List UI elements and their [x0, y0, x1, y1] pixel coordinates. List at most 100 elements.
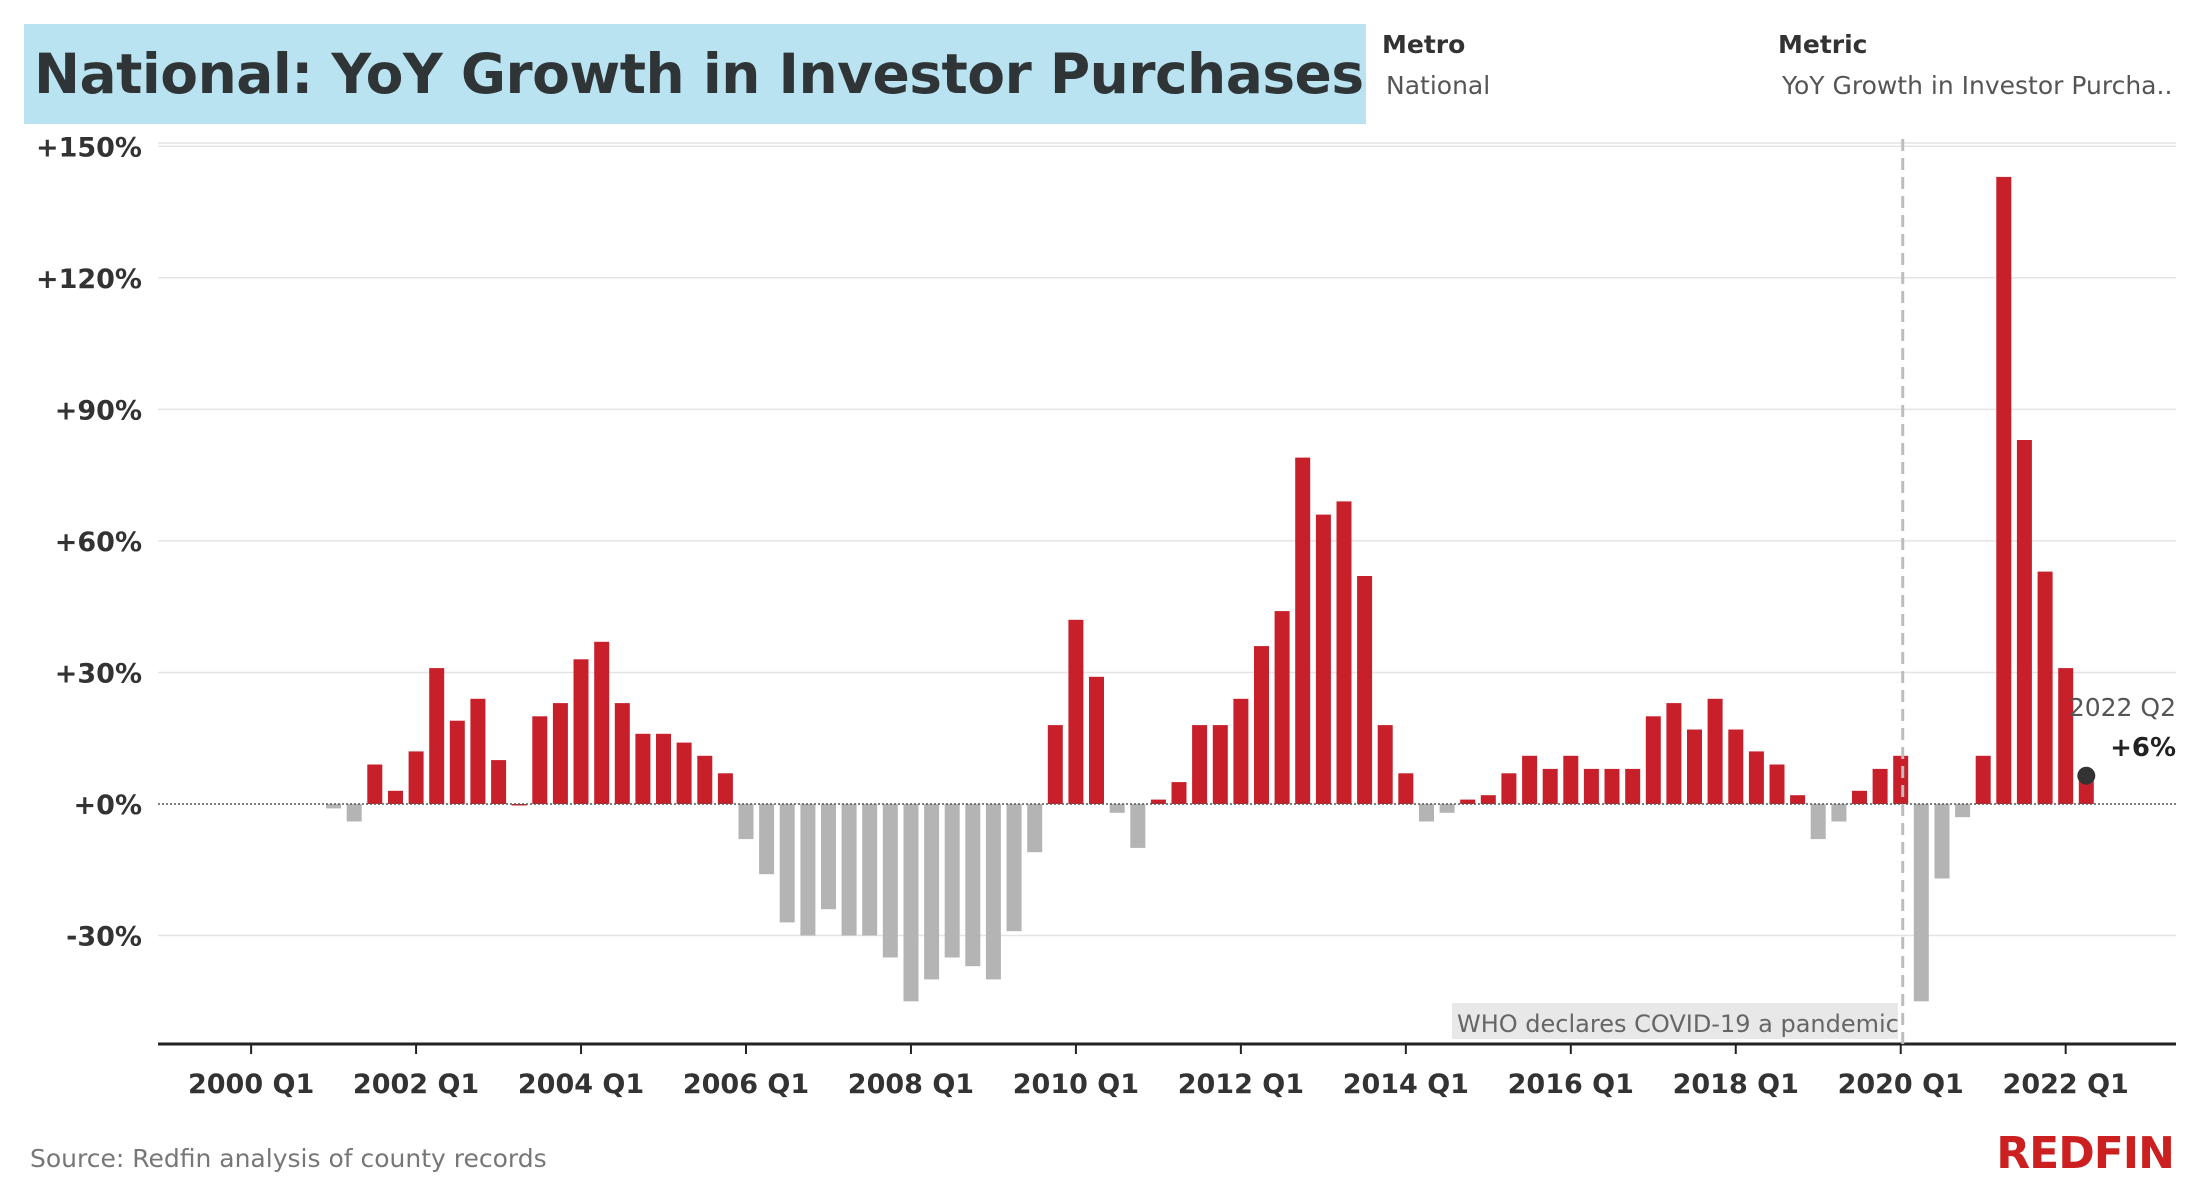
bar[interactable] — [1089, 676, 1104, 804]
bar[interactable] — [1934, 804, 1950, 879]
bar[interactable] — [1274, 611, 1290, 804]
bar[interactable] — [1852, 790, 1867, 804]
bar[interactable] — [862, 804, 878, 936]
x-tick-label: 2008 Q1 — [848, 1069, 974, 1100]
bar[interactable] — [1150, 799, 1166, 804]
bar[interactable] — [1212, 725, 1228, 804]
last-period-label: 2022 Q2 — [2069, 693, 2176, 722]
bar[interactable] — [1975, 755, 1991, 804]
bar[interactable] — [532, 716, 548, 804]
x-tick-label: 2000 Q1 — [188, 1069, 314, 1100]
bar[interactable] — [1790, 795, 1806, 804]
bar[interactable] — [1233, 698, 1249, 804]
bar[interactable] — [1955, 804, 1971, 818]
bar[interactable] — [449, 720, 465, 804]
y-tick-label: +60% — [55, 527, 142, 558]
x-tick-label: 2020 Q1 — [1838, 1069, 1964, 1100]
bar[interactable] — [2058, 668, 2074, 804]
bar[interactable] — [841, 804, 857, 936]
bar[interactable] — [717, 773, 733, 804]
bar[interactable] — [882, 804, 898, 958]
bar[interactable] — [738, 804, 754, 840]
bar[interactable] — [2016, 440, 2032, 804]
bar[interactable] — [1480, 795, 1496, 804]
bar[interactable] — [1604, 768, 1620, 804]
bar[interactable] — [573, 659, 589, 804]
metric-filter-value[interactable]: YoY Growth in Investor Purcha.. — [1782, 71, 2173, 100]
bar[interactable] — [1192, 725, 1208, 804]
bar[interactable] — [1748, 751, 1764, 804]
bar[interactable] — [656, 733, 671, 804]
metro-filter-value[interactable]: National — [1386, 71, 1491, 100]
covid-annotation: WHO declares COVID-19 a pandemic — [1457, 1010, 1899, 1038]
metro-filter[interactable]: Metro National — [1382, 30, 1490, 100]
bar[interactable] — [552, 703, 568, 804]
bar[interactable] — [1336, 501, 1352, 804]
bar[interactable] — [635, 733, 651, 804]
bar[interactable] — [1913, 804, 1929, 1002]
bar[interactable] — [1769, 764, 1785, 805]
metric-filter[interactable]: Metric YoY Growth in Investor Purcha.. — [1778, 30, 2172, 100]
bar[interactable] — [1439, 804, 1455, 813]
bar[interactable] — [924, 804, 940, 980]
bar[interactable] — [1006, 804, 1022, 932]
bar[interactable] — [2037, 571, 2053, 804]
bar[interactable] — [1645, 716, 1661, 804]
bar[interactable] — [1542, 768, 1558, 804]
bar[interactable] — [1254, 646, 1269, 804]
bar[interactable] — [944, 804, 960, 958]
bar[interactable] — [326, 804, 342, 809]
last-value-dot[interactable] — [2077, 766, 2096, 785]
bar[interactable] — [470, 698, 486, 804]
bar[interactable] — [1501, 773, 1517, 804]
y-tick-label: +30% — [55, 658, 142, 689]
bar[interactable] — [1810, 804, 1826, 840]
bar[interactable] — [1315, 514, 1331, 804]
bar[interactable] — [676, 742, 692, 804]
bar[interactable] — [800, 804, 816, 936]
bar[interactable] — [2078, 777, 2094, 804]
bar[interactable] — [1068, 619, 1084, 804]
bar[interactable] — [903, 804, 919, 1002]
bar[interactable] — [429, 668, 445, 804]
bar[interactable] — [1872, 768, 1888, 804]
bar[interactable] — [1419, 804, 1434, 822]
bar[interactable] — [1357, 576, 1373, 804]
bar[interactable] — [1583, 768, 1599, 804]
bar[interactable] — [697, 755, 713, 804]
bar[interactable] — [1728, 729, 1744, 805]
bar[interactable] — [1522, 755, 1538, 804]
bar[interactable] — [1666, 703, 1682, 804]
bar[interactable] — [779, 804, 795, 923]
bar[interactable] — [759, 804, 775, 875]
bar[interactable] — [1625, 768, 1641, 804]
bar[interactable] — [614, 703, 630, 804]
bar[interactable] — [491, 760, 507, 804]
bar[interactable] — [1109, 804, 1125, 813]
x-tick-label: 2012 Q1 — [1178, 1069, 1304, 1100]
bar[interactable] — [1027, 804, 1043, 853]
bar[interactable] — [1707, 698, 1723, 804]
bar[interactable] — [1831, 804, 1847, 822]
title-banner: National: YoY Growth in Investor Purchas… — [24, 24, 1366, 124]
bar[interactable] — [1047, 725, 1063, 804]
bar[interactable] — [985, 804, 1001, 980]
bar[interactable] — [1460, 799, 1476, 804]
bar[interactable] — [594, 641, 610, 804]
bar[interactable] — [1377, 725, 1393, 804]
bar[interactable] — [1398, 773, 1414, 804]
bar[interactable] — [965, 804, 981, 967]
bar[interactable] — [1687, 729, 1702, 805]
bar[interactable] — [408, 751, 424, 804]
bar[interactable] — [1171, 782, 1187, 804]
bar[interactable] — [388, 790, 403, 804]
bar[interactable] — [1893, 755, 1909, 804]
bar[interactable] — [1563, 755, 1579, 804]
bar[interactable] — [1295, 457, 1311, 804]
bar[interactable] — [367, 764, 383, 805]
bar[interactable] — [821, 804, 836, 910]
bar[interactable] — [1996, 176, 2012, 804]
bar[interactable] — [346, 804, 362, 822]
x-tick-label: 2016 Q1 — [1508, 1069, 1634, 1100]
bar[interactable] — [1130, 804, 1146, 848]
